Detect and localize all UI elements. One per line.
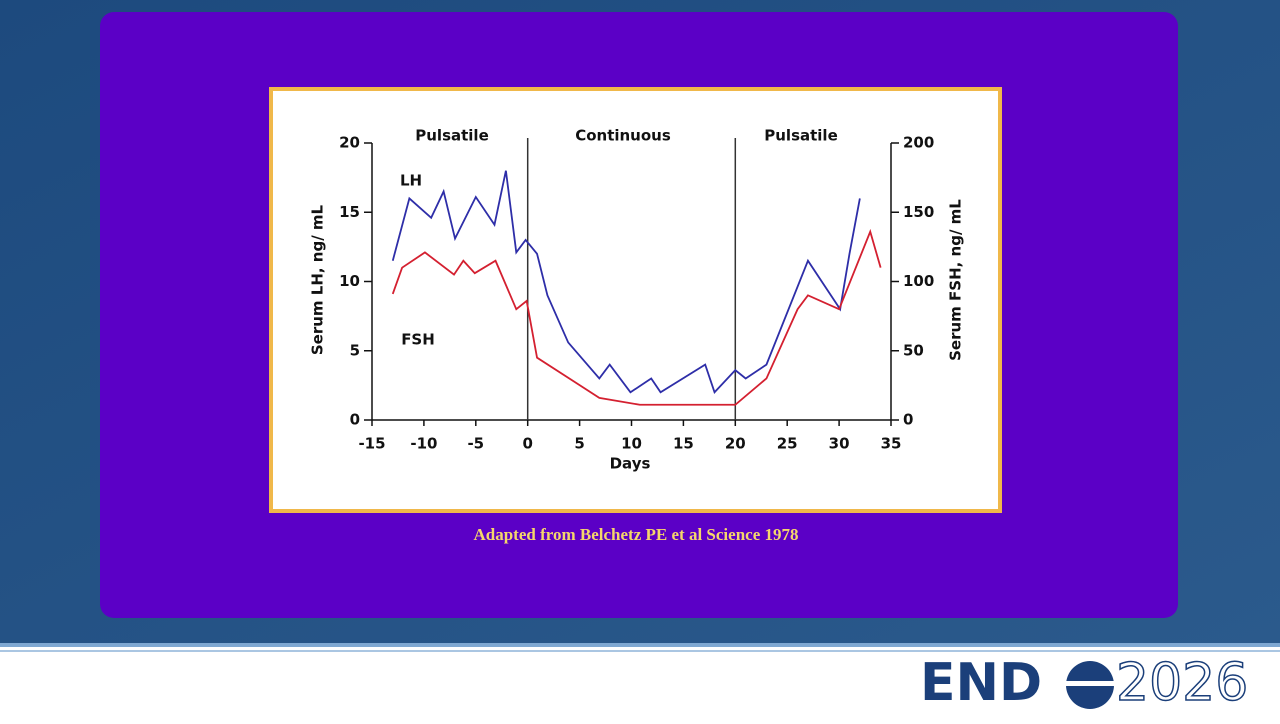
footer-line (0, 650, 1280, 652)
x-tick-label: -5 (467, 435, 484, 453)
y2-tick-label: 150 (903, 203, 934, 221)
footer-line (0, 643, 1280, 647)
x-axis-label: Days (610, 455, 651, 473)
series-label: LH (400, 172, 422, 190)
x-tick-label: 5 (574, 435, 584, 453)
x-tick-label: 35 (881, 435, 902, 453)
x-tick-label: 30 (829, 435, 850, 453)
phase-label: Pulsatile (764, 127, 838, 145)
series-label: FSH (401, 331, 435, 349)
y2-tick-label: 50 (903, 341, 924, 359)
phase-label: Continuous (575, 127, 671, 145)
x-tick-label: 15 (673, 435, 694, 453)
logo-year: 2026 (1116, 653, 1248, 713)
y-tick-label: 20 (339, 134, 360, 152)
y-tick-label: 10 (339, 272, 360, 290)
series-line (391, 228, 882, 406)
x-tick-label: 20 (725, 435, 746, 453)
x-tick-label: -10 (410, 435, 437, 453)
y2-axis-label: Serum FSH, ng/ mL (947, 199, 965, 361)
x-tick-label: -15 (358, 435, 385, 453)
y-axis-label: Serum LH, ng/ mL (309, 204, 327, 355)
y2-tick-label: 0 (903, 411, 913, 429)
y-tick-label: 5 (350, 341, 360, 359)
y2-tick-label: 200 (903, 134, 934, 152)
y-tick-label: 15 (339, 203, 360, 221)
series-line (391, 170, 861, 395)
logo-globe-band (1062, 681, 1118, 686)
x-tick-label: 10 (621, 435, 642, 453)
x-tick-label: 0 (522, 435, 532, 453)
chart-frame (269, 87, 1002, 513)
logo-text: END (920, 653, 1042, 713)
x-tick-label: 25 (777, 435, 798, 453)
phase-label: Pulsatile (415, 127, 489, 145)
caption: Adapted from Belchetz PE et al Science 1… (474, 525, 799, 544)
y2-tick-label: 100 (903, 272, 934, 290)
y-tick-label: 0 (350, 411, 360, 429)
